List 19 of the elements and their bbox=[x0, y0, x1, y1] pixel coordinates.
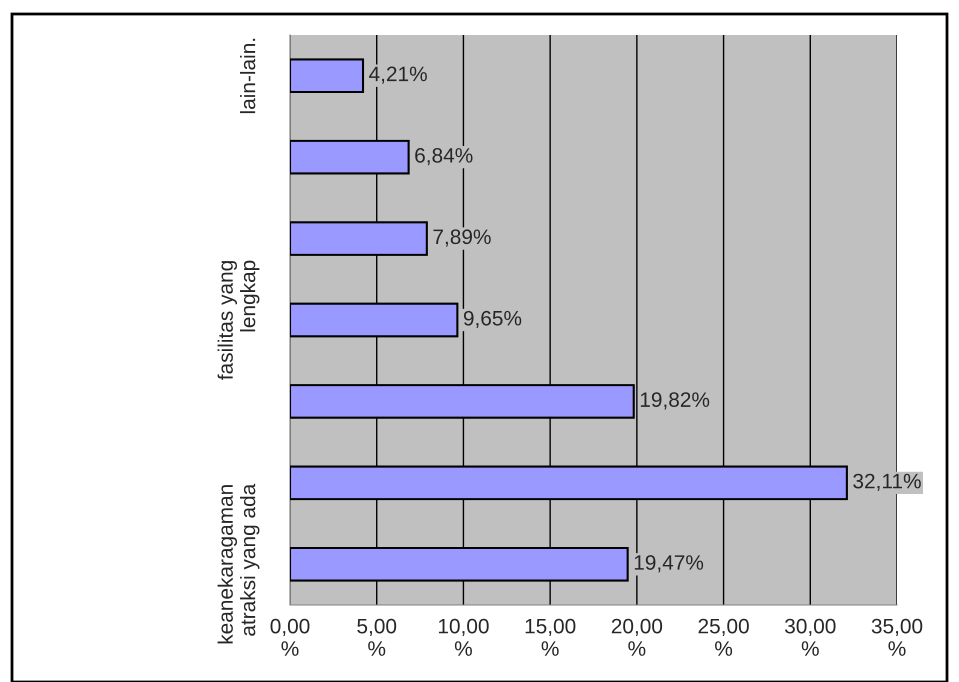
x-tick-label: 5,00 % bbox=[357, 618, 396, 656]
x-tick-label: 15,00 % bbox=[526, 618, 576, 656]
x-tick-label: 35,00 % bbox=[872, 618, 922, 656]
data-label: 4,21% bbox=[369, 66, 427, 84]
data-label: 19,47% bbox=[634, 555, 704, 572]
x-tick-label: 25,00 % bbox=[698, 618, 749, 656]
y-tick-label: keanekaragaman atraksi yang ada bbox=[218, 484, 260, 644]
x-tick-label: 30,00 % bbox=[785, 618, 836, 656]
data-label: 32,11% bbox=[853, 474, 921, 491]
data-label: 6,84% bbox=[415, 148, 473, 166]
data-label: 19,82% bbox=[640, 392, 710, 410]
bar bbox=[290, 58, 364, 94]
x-tick-label: 10,00 % bbox=[438, 618, 489, 656]
y-tick-label: fasilitas yang lengkap bbox=[218, 260, 260, 380]
data-label: 7,89% bbox=[433, 229, 491, 247]
x-tick-label: 0,00 % bbox=[270, 618, 310, 656]
y-tick-label: lain-lain. bbox=[240, 38, 256, 114]
data-label: 9,65% bbox=[464, 310, 522, 328]
x-tick-label: 20,00 % bbox=[612, 618, 662, 656]
